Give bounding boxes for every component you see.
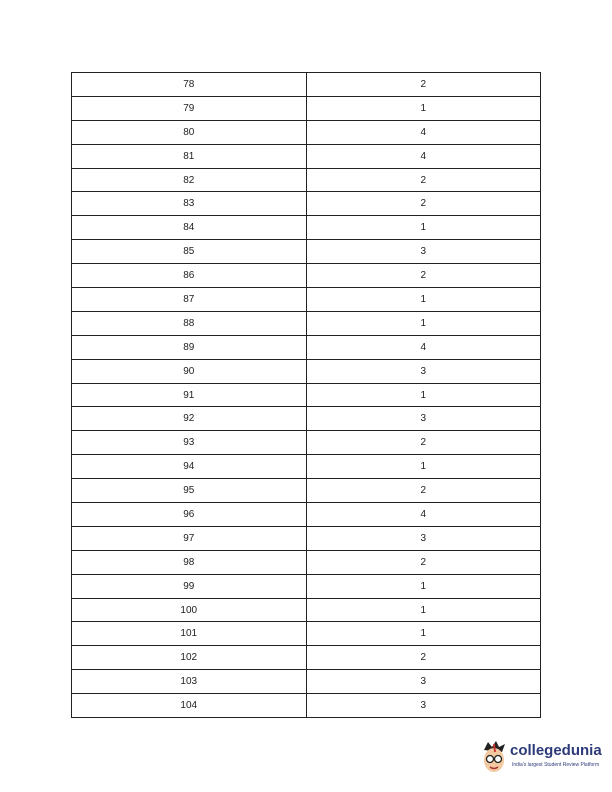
collegedunia-logo: collegedunia India's largest Student Rev… [480,740,610,780]
cell-value: 94 [71,454,307,480]
cell-count: 2 [305,430,541,456]
mascot-icon [484,741,505,772]
table-row: 91 1 [71,382,541,408]
cell-count: 1 [305,215,541,241]
cell-value: 103 [71,669,307,695]
cell-count: 3 [305,239,541,265]
cell-count: 1 [305,454,541,480]
cell-count: 2 [305,72,541,97]
cell-value: 87 [71,287,307,312]
data-table: 78 2 79 1 80 4 81 4 82 2 83 2 84 1 85 3 86 2 87 1 88 1 89 4 90 3 9… [71,72,541,719]
table-row: 90 3 [71,358,541,384]
cell-count: 1 [305,382,541,408]
cell-count: 2 [305,263,541,289]
table-row: 88 1 [71,310,541,336]
cell-value: 97 [71,525,307,551]
table-row: 97 3 [71,525,541,551]
table-row: 93 2 [71,430,541,456]
table-row: 99 1 [71,573,541,599]
table-row: 95 2 [71,478,541,504]
table-row: 81 4 [71,143,541,169]
cell-count: 3 [305,669,541,695]
cell-count: 3 [305,693,541,719]
cell-value: 91 [71,382,307,408]
cell-value: 100 [71,597,307,623]
cell-value: 84 [71,215,307,241]
cell-value: 78 [71,72,307,97]
logo-tagline: India's largest Student Review Platform [512,762,600,768]
cell-count: 1 [305,597,541,623]
cell-count: 1 [305,621,541,647]
cell-count: 1 [305,573,541,599]
cell-value: 89 [71,334,307,360]
cell-count: 2 [305,167,541,193]
table-row: 98 2 [71,549,541,575]
cell-count: 4 [305,143,541,169]
table-row: 102 2 [71,645,541,671]
cell-value: 98 [71,549,307,575]
table-row: 79 1 [71,95,541,121]
cell-value: 88 [71,310,307,336]
cell-count: 1 [305,95,541,121]
cell-count: 4 [305,119,541,145]
logo-brand: collegedunia [510,742,602,759]
cell-value: 86 [71,263,307,289]
cell-value: 92 [71,406,307,432]
table-row: 85 3 [71,239,541,265]
cell-value: 81 [71,143,307,169]
table-row: 103 3 [71,669,541,695]
cell-count: 4 [305,502,541,527]
table-row: 82 2 [71,167,541,193]
cell-value: 95 [71,478,307,504]
cell-value: 82 [71,167,307,193]
cell-value: 102 [71,645,307,671]
table-row: 100 1 [71,597,541,623]
table-row: 89 4 [71,334,541,360]
table-row: 92 3 [71,406,541,432]
cell-value: 85 [71,239,307,265]
cell-value: 79 [71,95,307,121]
table-row: 96 4 [71,502,541,527]
table-row: 87 1 [71,287,541,312]
table-row: 94 1 [71,454,541,480]
cell-value: 83 [71,191,307,217]
cell-count: 3 [305,358,541,384]
cell-value: 80 [71,119,307,145]
cell-value: 93 [71,430,307,456]
cell-count: 3 [305,406,541,432]
cell-value: 104 [71,693,307,719]
cell-count: 1 [305,310,541,336]
table-row: 101 1 [71,621,541,647]
cell-count: 2 [305,549,541,575]
table-row: 78 2 [71,72,541,97]
cell-count: 3 [305,525,541,551]
cell-count: 2 [305,478,541,504]
cell-count: 2 [305,191,541,217]
cell-count: 1 [305,287,541,312]
table-row: 84 1 [71,215,541,241]
cell-count: 4 [305,334,541,360]
table-row: 83 2 [71,191,541,217]
cell-value: 101 [71,621,307,647]
table-row: 104 3 [71,693,541,719]
cell-count: 2 [305,645,541,671]
cell-value: 99 [71,573,307,599]
table-row: 80 4 [71,119,541,145]
cell-value: 90 [71,358,307,384]
cell-value: 96 [71,502,307,527]
table-row: 86 2 [71,263,541,289]
